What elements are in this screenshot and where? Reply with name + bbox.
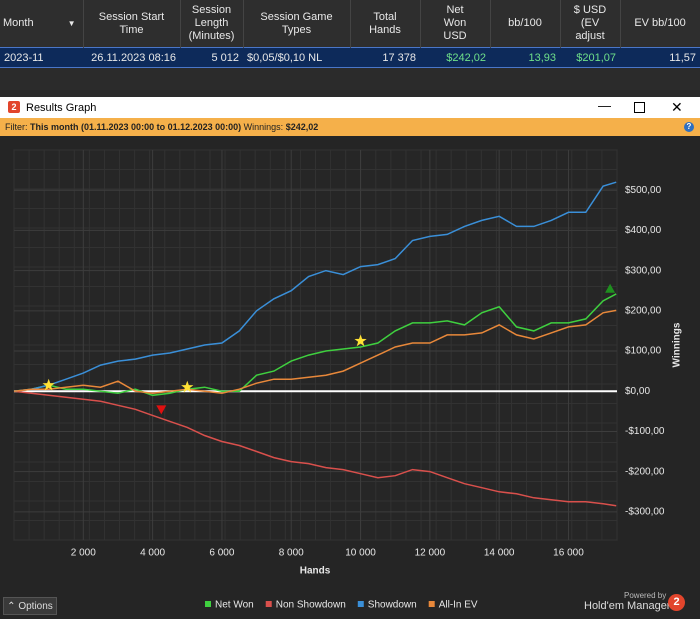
series-line (13, 390, 617, 507)
close-button[interactable]: ✕ (671, 99, 683, 115)
series-line (13, 309, 617, 394)
cell: $242,02 (420, 47, 490, 68)
column-header[interactable]: $ USD (EV adjust (560, 0, 621, 48)
maximize-button[interactable] (634, 102, 645, 113)
y-tick-label: -$200,00 (625, 466, 665, 477)
minimize-button[interactable]: — (598, 98, 611, 113)
column-header[interactable]: bb/100 (490, 0, 561, 48)
app-icon: 2 (8, 101, 20, 113)
legend-swatch (357, 601, 364, 607)
data-row[interactable]: 2023-11 26.11.2023 08:16 5 012 $0,05/$0,10 … (0, 47, 700, 68)
header-row: ▼ Month Session Start Time Session Length (… (0, 0, 700, 48)
cell: 11,57 (620, 47, 700, 68)
y-tick-label: $100,00 (625, 346, 662, 357)
filter-text: This month (01.11.2023 00:00 to 01.12.20… (30, 122, 242, 132)
x-tick-label: 8 000 (279, 548, 304, 559)
event-marker (42, 378, 55, 391)
cell: 5 012 (180, 47, 243, 68)
filter-label: Filter: (5, 122, 28, 132)
x-axis-label: Hands (300, 566, 331, 577)
x-tick-label: 12 000 (415, 548, 446, 559)
session-table: ▼ Month Session Start Time Session Length (… (0, 0, 700, 68)
options-label: Options (18, 601, 53, 612)
sort-arrow[interactable]: ▼ (67, 19, 76, 28)
y-tick-label: $300,00 (625, 265, 662, 276)
winnings-value: $242,02 (285, 122, 319, 132)
window-title: Results Graph (26, 102, 97, 114)
chart: -$300,00 -$200,00 -$100,00 $0,00 $100,00 $200… (13, 149, 683, 611)
x-tick-label: 14 000 (484, 548, 515, 559)
help-icon[interactable]: ? (684, 122, 694, 132)
cell: $201,07 (560, 47, 620, 68)
legend-label: Non Showdown (276, 600, 346, 611)
x-tick-label: 6 000 (209, 548, 234, 559)
y-tick-label: -$100,00 (625, 426, 665, 437)
y-tick-label: $500,00 (625, 185, 662, 196)
results-window: 2 Results Graph — ✕ Filter: This month (… (0, 97, 700, 619)
event-marker (605, 283, 616, 293)
legend-swatch (265, 601, 272, 607)
brand-name: Hold'em Manager (584, 600, 671, 612)
filter-bar: Filter: This month (01.11.2023 00:00 to … (0, 118, 700, 136)
x-tick-label: 4 000 (140, 548, 165, 559)
y-tick-label: -$300,00 (625, 506, 665, 517)
x-tick-label: 2 000 (71, 548, 96, 559)
column-header[interactable]: Session Start Time (83, 0, 181, 48)
column-header[interactable]: Total Hands (350, 0, 421, 48)
column-header[interactable]: Session Game Types (243, 0, 351, 48)
winnings-label: Winnings: (243, 122, 284, 132)
legend-label: All-In EV (439, 600, 478, 611)
cell: 13,93 (490, 47, 560, 68)
event-marker (354, 334, 367, 347)
series-line (13, 293, 617, 397)
series-line (13, 181, 617, 392)
event-marker (181, 380, 194, 393)
cell: 26.11.2023 08:16 (83, 47, 180, 68)
y-axis-label: Winnings (672, 322, 683, 367)
cell: 17 378 (350, 47, 420, 68)
legend-swatch (428, 601, 435, 607)
y-tick-label: $400,00 (625, 225, 662, 236)
legend-swatch (205, 601, 211, 607)
cell: $0,05/$0,10 NL (243, 47, 350, 68)
options-button[interactable]: ⌃ Options (3, 597, 57, 615)
brand-logo: 2 (668, 594, 685, 611)
column-header[interactable]: Session Length (Minutes) (180, 0, 244, 48)
column-header[interactable]: ▼ Month (0, 0, 84, 48)
x-tick-label: 16 000 (553, 548, 584, 559)
y-tick-label: $0,00 (625, 386, 650, 397)
column-header[interactable]: EV bb/100 (620, 0, 700, 48)
cell: 2023-11 (0, 47, 83, 68)
event-marker (156, 405, 167, 415)
y-tick-label: $200,00 (625, 305, 662, 316)
x-tick-label: 10 000 (345, 548, 376, 559)
powered-by: Powered by (624, 591, 667, 600)
legend-label: Net Won (215, 600, 254, 611)
column-header[interactable]: Net Won USD (420, 0, 491, 48)
title-bar: 2 Results Graph — ✕ (0, 97, 700, 118)
legend-label: Showdown (368, 600, 417, 611)
